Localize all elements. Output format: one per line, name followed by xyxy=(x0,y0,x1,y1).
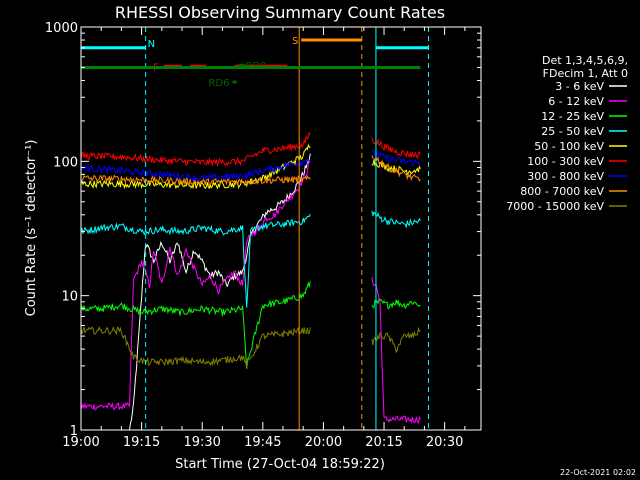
x-tick-label-5: 20:15 xyxy=(365,435,402,450)
series-7000-15000-kev xyxy=(80,325,421,369)
axes-layer: 19:00 19:15 19:30 19:45 20:00 20:15 20:30 1 10 10… xyxy=(45,21,482,450)
series-100-300-kev xyxy=(80,131,421,167)
y-tick-label-1: 10 xyxy=(61,290,78,305)
y-tick-label-0: 1 xyxy=(70,424,78,439)
series-line-12-25-kev xyxy=(80,281,421,369)
legend-label-6: 300 - 800 keV xyxy=(527,170,604,183)
series-800-7000-kev xyxy=(80,155,421,187)
series-12-25-kev xyxy=(80,281,421,369)
x-axis-label: Start Time (27-Oct-04 18:59:22) xyxy=(175,457,385,472)
series-25-50-kev xyxy=(80,210,421,308)
date-stamp: 22-Oct-2021 02:02 xyxy=(560,468,636,477)
marker-rd6-label: RD6 xyxy=(208,78,229,89)
x-tick-label-0: 19:00 xyxy=(62,435,99,450)
y-tick-label-3: 1000 xyxy=(45,21,78,36)
legend-label-4: 50 - 100 keV xyxy=(534,140,604,153)
y-tick-label-2: 100 xyxy=(53,155,78,170)
series-line-100-300-kev xyxy=(80,131,421,167)
plot-frame xyxy=(80,26,482,431)
series-line-25-50-kev xyxy=(80,210,421,308)
series-layer xyxy=(80,131,421,431)
marker-s-label: S xyxy=(292,36,298,47)
marker-n: N xyxy=(81,39,429,50)
legend-label-8: 7000 - 15000 keV xyxy=(506,200,604,213)
legend-label-0: 3 - 6 keV xyxy=(555,80,604,93)
series-line-7000-15000-kev xyxy=(80,325,421,369)
x-tick-label-6: 20:30 xyxy=(426,435,463,450)
x-tick-label-4: 20:00 xyxy=(305,435,342,450)
x-tick-label-3: 19:45 xyxy=(244,435,281,450)
series-line-3-6-kev xyxy=(81,153,421,431)
marker-s: S xyxy=(292,36,362,47)
legend-label-2: 12 - 25 keV xyxy=(541,110,604,123)
x-tick-label-1: 19:15 xyxy=(123,435,160,450)
series-300-800-kev xyxy=(80,150,421,183)
series-3-6-kev xyxy=(81,153,421,431)
legend-label-5: 100 - 300 keV xyxy=(527,155,604,168)
series-line-6-12-kev xyxy=(80,160,421,425)
marker-n-label: N xyxy=(148,39,155,50)
legend-header-1: FDecim 1, Att 0 xyxy=(543,67,628,80)
marker-rd6: RD6 xyxy=(208,78,237,89)
series-line-800-7000-kev xyxy=(80,155,421,187)
legend-header-0: Det 1,3,4,5,6,9, xyxy=(542,54,628,67)
series-6-12-kev xyxy=(80,160,421,425)
legend-label-3: 25 - 50 keV xyxy=(541,125,604,138)
chart-title: RHESSI Observing Summary Count Rates xyxy=(115,3,445,22)
x-tick-label-2: 19:30 xyxy=(183,435,220,450)
legend-label-7: 800 - 7000 keV xyxy=(520,185,604,198)
legend-label-1: 6 - 12 keV xyxy=(548,95,604,108)
series-line-300-800-kev xyxy=(80,150,421,183)
legend: Det 1,3,4,5,6,9,FDecim 1, Att 03 - 6 keV… xyxy=(506,54,628,213)
y-axis-label: Count Rate (s⁻¹ detector⁻¹) xyxy=(24,140,39,317)
